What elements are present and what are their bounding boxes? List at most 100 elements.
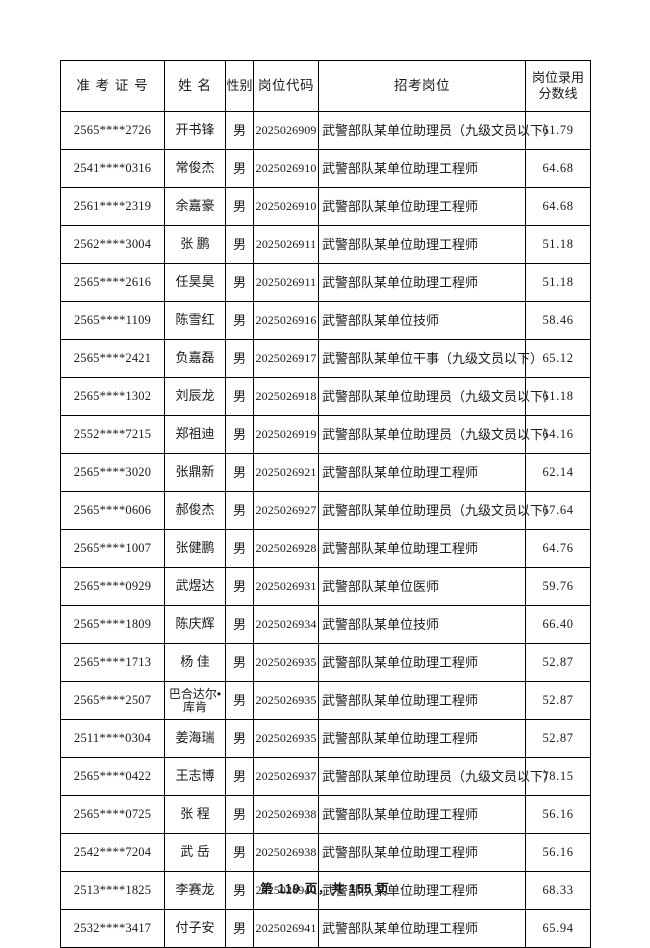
cell-post-code: 2025026935 bbox=[253, 719, 319, 758]
cell-exam-no: 2513****1825 bbox=[60, 871, 165, 910]
table-row: 2565****2421 负嘉磊男 2025026917 武警部队某单位干事（九级文员… bbox=[60, 339, 591, 378]
cell-sex: 男 bbox=[225, 567, 254, 606]
cell-score: 65.94 bbox=[525, 909, 591, 948]
cell-post-code: 2025026916 bbox=[253, 301, 319, 340]
column-header-exam-no: 准 考 证 号 bbox=[60, 60, 165, 112]
cell-name: 付子安 bbox=[164, 909, 226, 948]
roster-table-container: 准 考 证 号 姓 名 性别 岗位代码 招考岗位 岗位录用分数线 2565***… bbox=[60, 60, 591, 948]
cell-exam-no: 2565****1713 bbox=[60, 643, 165, 682]
cell-exam-no: 2565****0606 bbox=[60, 491, 165, 530]
table-row: 2513****1825 李赛龙男 2025026940 武警部队某单位助理工程师 68… bbox=[60, 871, 591, 910]
cell-sex: 男 bbox=[225, 149, 254, 188]
cell-score: 58.46 bbox=[525, 301, 591, 340]
cell-post: 武警部队某单位助理员（九级文员以下） bbox=[318, 757, 556, 796]
table-row: 2552****7215 郑祖迪男 2025026919 武警部队某单位助理员（九级文… bbox=[60, 415, 591, 454]
cell-score: 78.15 bbox=[525, 757, 591, 796]
cell-sex: 男 bbox=[225, 491, 254, 530]
cell-sex: 男 bbox=[225, 187, 254, 226]
cell-name: 郝俊杰 bbox=[164, 491, 226, 530]
cell-sex: 男 bbox=[225, 757, 254, 796]
cell-sex: 男 bbox=[225, 111, 254, 150]
column-header-score: 岗位录用分数线 bbox=[525, 60, 591, 112]
cell-post: 武警部队某单位助理员（九级文员以下） bbox=[318, 377, 556, 416]
cell-exam-no: 2565****1007 bbox=[60, 529, 165, 568]
table-row: 2532****3417 付子安男 2025026941 武警部队某单位助理工程师 65… bbox=[60, 909, 591, 948]
table-row: 2565****2507 巴合达尔•库肯男 2025026935 武警部队某单位助理工… bbox=[60, 681, 591, 720]
cell-score: 61.79 bbox=[525, 111, 591, 150]
cell-name: 张 鹏 bbox=[164, 225, 226, 264]
cell-post-code: 2025026931 bbox=[253, 567, 319, 606]
cell-score: 52.87 bbox=[525, 643, 591, 682]
table-row: 2565****1007 张健鹏男 2025026928 武警部队某单位助理工程师 64… bbox=[60, 529, 591, 568]
cell-post: 武警部队某单位助理工程师 bbox=[318, 681, 526, 720]
cell-post-code: 2025026934 bbox=[253, 605, 319, 644]
cell-exam-no: 2565****2726 bbox=[60, 111, 165, 150]
cell-name: 巴合达尔•库肯 bbox=[164, 681, 226, 720]
cell-post: 武警部队某单位助理工程师 bbox=[318, 453, 526, 492]
cell-score: 66.40 bbox=[525, 605, 591, 644]
cell-sex: 男 bbox=[225, 871, 254, 910]
cell-post: 武警部队某单位助理员（九级文员以下） bbox=[318, 491, 556, 530]
cell-sex: 男 bbox=[225, 225, 254, 264]
cell-post: 武警部队某单位助理工程师 bbox=[318, 643, 526, 682]
table-row: 2565****0422 王志博男 2025026937 武警部队某单位助理员（九级文… bbox=[60, 757, 591, 796]
cell-post-code: 2025026909 bbox=[253, 111, 319, 150]
table-row: 2561****2319 余嘉豪男 2025026910 武警部队某单位助理工程师 64… bbox=[60, 187, 591, 226]
cell-post-code: 2025026921 bbox=[253, 453, 319, 492]
cell-score: 62.14 bbox=[525, 453, 591, 492]
cell-post-code: 2025026911 bbox=[253, 263, 319, 302]
cell-post-code: 2025026917 bbox=[253, 339, 319, 378]
cell-exam-no: 2565****2507 bbox=[60, 681, 165, 720]
cell-name: 武煜达 bbox=[164, 567, 226, 606]
cell-name: 开书锋 bbox=[164, 111, 226, 150]
cell-post: 武警部队某单位助理工程师 bbox=[318, 719, 526, 758]
cell-name: 陈雪红 bbox=[164, 301, 226, 340]
cell-name: 陈庆辉 bbox=[164, 605, 226, 644]
cell-exam-no: 2565****1809 bbox=[60, 605, 165, 644]
table-row: 2565****2616 任昊昊男 2025026911 武警部队某单位助理工程师 51… bbox=[60, 263, 591, 302]
cell-name: 负嘉磊 bbox=[164, 339, 226, 378]
cell-sex: 男 bbox=[225, 643, 254, 682]
cell-name: 郑祖迪 bbox=[164, 415, 226, 454]
cell-post: 武警部队某单位助理工程师 bbox=[318, 225, 526, 264]
cell-post: 武警部队某单位助理工程师 bbox=[318, 871, 526, 910]
cell-score: 67.64 bbox=[525, 491, 591, 530]
cell-exam-no: 2562****3004 bbox=[60, 225, 165, 264]
cell-score: 52.87 bbox=[525, 719, 591, 758]
cell-score: 56.16 bbox=[525, 795, 591, 834]
cell-name: 武 岳 bbox=[164, 833, 226, 872]
roster-table: 准 考 证 号 姓 名 性别 岗位代码 招考岗位 岗位录用分数线 2565***… bbox=[60, 60, 591, 948]
column-header-sex: 性别 bbox=[225, 60, 254, 112]
cell-post-code: 2025026938 bbox=[253, 795, 319, 834]
cell-post: 武警部队某单位助理员（九级文员以下） bbox=[318, 415, 556, 454]
cell-score: 56.16 bbox=[525, 833, 591, 872]
cell-score: 68.33 bbox=[525, 871, 591, 910]
cell-name: 杨 佳 bbox=[164, 643, 226, 682]
cell-name: 张鼎新 bbox=[164, 453, 226, 492]
cell-exam-no: 2565****2616 bbox=[60, 263, 165, 302]
cell-post-code: 2025026910 bbox=[253, 187, 319, 226]
cell-post-code: 2025026937 bbox=[253, 757, 319, 796]
cell-exam-no: 2552****7215 bbox=[60, 415, 165, 454]
table-row: 2565****1109 陈雪红男 2025026916 武警部队某单位技师 58.46 bbox=[60, 301, 591, 340]
cell-score: 64.16 bbox=[525, 415, 591, 454]
cell-score: 52.87 bbox=[525, 681, 591, 720]
cell-score: 65.12 bbox=[525, 339, 591, 378]
cell-name: 王志博 bbox=[164, 757, 226, 796]
cell-post-code: 2025026935 bbox=[253, 643, 319, 682]
table-body: 2565****2726 开书锋男 2025026909 武警部队某单位助理员（九级文… bbox=[60, 111, 591, 948]
cell-post-code: 2025026911 bbox=[253, 225, 319, 264]
cell-post: 武警部队某单位助理员（九级文员以下） bbox=[318, 111, 556, 150]
table-row: 2542****7204 武 岳男 2025026938 武警部队某单位助理工程师 56… bbox=[60, 833, 591, 872]
cell-sex: 男 bbox=[225, 339, 254, 378]
table-row: 2565****1809 陈庆辉男 2025026934 武警部队某单位技师 66.40 bbox=[60, 605, 591, 644]
cell-sex: 男 bbox=[225, 605, 254, 644]
cell-sex: 男 bbox=[225, 719, 254, 758]
cell-exam-no: 2541****0316 bbox=[60, 149, 165, 188]
cell-exam-no: 2542****7204 bbox=[60, 833, 165, 872]
cell-sex: 男 bbox=[225, 453, 254, 492]
cell-sex: 男 bbox=[225, 301, 254, 340]
table-row: 2541****0316 常俊杰男 2025026910 武警部队某单位助理工程师 64… bbox=[60, 149, 591, 188]
cell-sex: 男 bbox=[225, 377, 254, 416]
table-row: 2565****1302 刘辰龙男 2025026918 武警部队某单位助理员（九级文… bbox=[60, 377, 591, 416]
